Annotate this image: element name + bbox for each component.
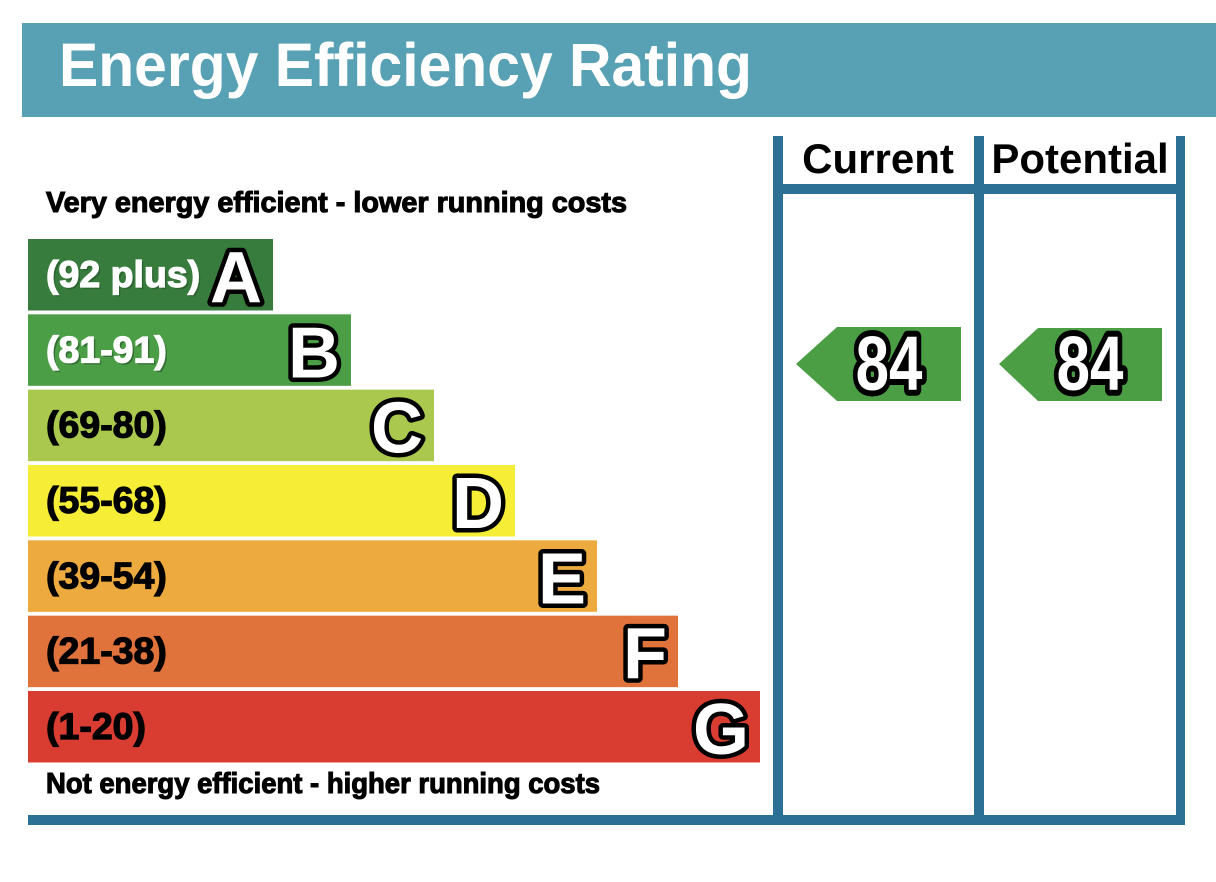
svg-text:(1-20): (1-20) (46, 705, 146, 747)
svg-text:B: B (288, 313, 340, 393)
svg-text:(92 plus): (92 plus) (46, 253, 200, 295)
svg-text:(39-54): (39-54) (46, 554, 167, 596)
svg-text:84: 84 (1057, 320, 1124, 407)
svg-text:D: D (452, 464, 504, 544)
svg-text:(55-68): (55-68) (46, 479, 167, 521)
svg-text:C: C (371, 389, 423, 469)
svg-text:(21-38): (21-38) (46, 630, 167, 672)
svg-text:(92 plus): (92 plus) (48, 255, 202, 297)
svg-text:Potential: Potential (991, 135, 1168, 182)
svg-text:Energy Efficiency Rating: Energy Efficiency Rating (59, 31, 752, 100)
svg-text:Not energy efficient - higher: Not energy efficient - higher running co… (46, 768, 600, 800)
svg-text:Current: Current (802, 135, 954, 182)
svg-text:A: A (210, 238, 262, 318)
svg-text:E: E (538, 539, 586, 619)
svg-text:G: G (693, 690, 749, 770)
svg-text:Very energy efficient - lower: Very energy efficient - lower running co… (46, 187, 627, 219)
svg-text:(81-91): (81-91) (46, 328, 167, 370)
svg-text:(81-91): (81-91) (48, 330, 169, 372)
svg-text:84: 84 (856, 320, 923, 407)
svg-text:(69-80): (69-80) (46, 404, 167, 446)
svg-text:F: F (623, 615, 667, 695)
